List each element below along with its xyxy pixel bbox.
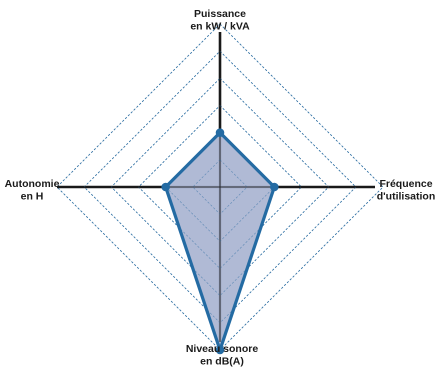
grid-ring-overlay-4 [110,77,330,297]
axis-label-line: en kW / kVA [190,21,250,33]
axis-label-line: Puissance [194,8,246,20]
axis-label-autonomie: Autonomie en H [5,178,60,203]
axis-label-line: Niveau sonore [186,343,259,355]
data-point-autonomie [161,182,170,192]
grid-ring-overlay-5 [83,50,357,324]
grid-ring-overlay-2 [165,132,275,242]
axis-label-line: Fréquence [379,178,432,190]
axis-label-puissance: Puissance en kW / kVA [190,8,250,33]
axis-label-frequence: Fréquence d'utilisation [377,178,436,203]
series-layer [56,23,384,355]
grid-ring-overlay-1 [192,159,248,215]
axis-label-line: d'utilisation [377,191,436,203]
axis-label-niveau_sonore: Niveau sonore en dB(A) [186,343,259,367]
axis-label-line: en dB(A) [200,356,244,367]
data-point-puissance [215,128,225,137]
axis-label-line: en H [21,191,44,203]
data-point-frequence [270,182,279,192]
axis-label-line: Autonomie [5,178,60,190]
axis-labels: Puissance en kW / kVA Fréquence d'utilisati… [5,8,436,367]
grid-ring-overlay-3 [138,105,302,269]
data-point-niveau_sonore [215,345,225,355]
